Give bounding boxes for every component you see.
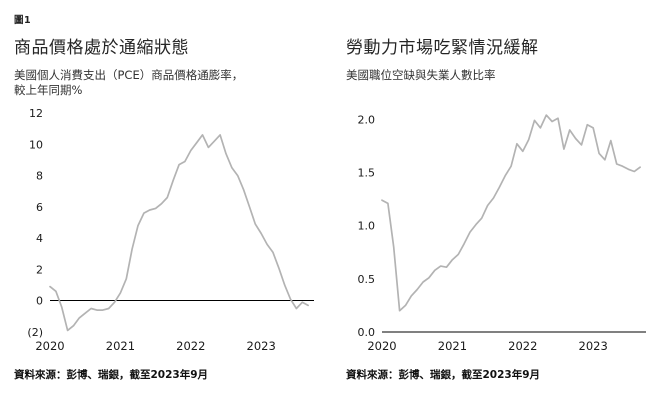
chart-subtitle-goods: 美國個人消費支出（PCE）商品價格通膨率， 較上年同期% (14, 68, 320, 99)
svg-text:2023: 2023 (579, 339, 608, 353)
svg-text:2021: 2021 (438, 339, 467, 353)
figure-label: 圖1 (14, 15, 32, 26)
svg-text:2: 2 (36, 263, 43, 276)
chart-title-labor: 勞動力市場吃緊情況緩解 (346, 38, 539, 58)
svg-text:2022: 2022 (176, 339, 205, 353)
dual-chart-figure: 圖1 商品價格處於通縮狀態 美國個人消費支出（PCE）商品價格通膨率， 較上年同… (14, 15, 646, 382)
svg-text:8: 8 (36, 170, 43, 183)
svg-text:6: 6 (36, 201, 43, 214)
svg-text:1.5: 1.5 (358, 167, 376, 180)
chart-subtitle-line: 美國個人消費支出（PCE）商品價格通膨率， (14, 68, 244, 82)
svg-text:12: 12 (29, 107, 43, 120)
chart-panels: 商品價格處於通縮狀態 美國個人消費支出（PCE）商品價格通膨率， 較上年同期% … (14, 33, 646, 382)
svg-text:0: 0 (36, 295, 43, 308)
svg-text:2.0: 2.0 (358, 113, 376, 126)
svg-text:10: 10 (29, 138, 43, 151)
panel-labor-market: 勞動力市場吃緊情況緩解 美國職位空缺與失業人數比率 0.0 0.5 1.0 1.5 2.… (346, 33, 652, 382)
source-note-goods: 資料來源：彭博、瑞銀，截至2023年9月 (14, 369, 209, 381)
job-openings-unemployed-ratio-line-chart: 0.0 0.5 1.0 1.5 2.0 2020 2021 2022 2023 (358, 113, 646, 353)
svg-text:2022: 2022 (508, 339, 537, 353)
panel-goods-prices: 商品價格處於通縮狀態 美國個人消費支出（PCE）商品價格通膨率， 較上年同期% … (14, 33, 320, 382)
chart-subtitle-line: 美國職位空缺與失業人數比率 (346, 68, 496, 82)
svg-text:0.5: 0.5 (358, 273, 376, 286)
svg-text:0.0: 0.0 (358, 326, 376, 339)
svg-text:1.0: 1.0 (358, 220, 376, 233)
svg-text:2021: 2021 (106, 339, 135, 353)
pce-goods-inflation-line-chart: (2) 0 2 4 6 8 10 12 2020 2021 2022 2023 (27, 107, 314, 353)
svg-text:4: 4 (36, 232, 43, 245)
svg-text:2020: 2020 (35, 339, 64, 353)
chart-subtitle-labor: 美國職位空缺與失業人數比率 (346, 68, 652, 99)
svg-text:(2): (2) (27, 326, 43, 339)
svg-text:2020: 2020 (367, 339, 396, 353)
chart-subtitle-line: 較上年同期% (14, 83, 83, 97)
chart-title-goods: 商品價格處於通縮狀態 (14, 38, 189, 58)
source-note-labor: 資料來源：彭博、瑞銀，截至2023年9月 (346, 369, 541, 381)
svg-text:2023: 2023 (247, 339, 276, 353)
